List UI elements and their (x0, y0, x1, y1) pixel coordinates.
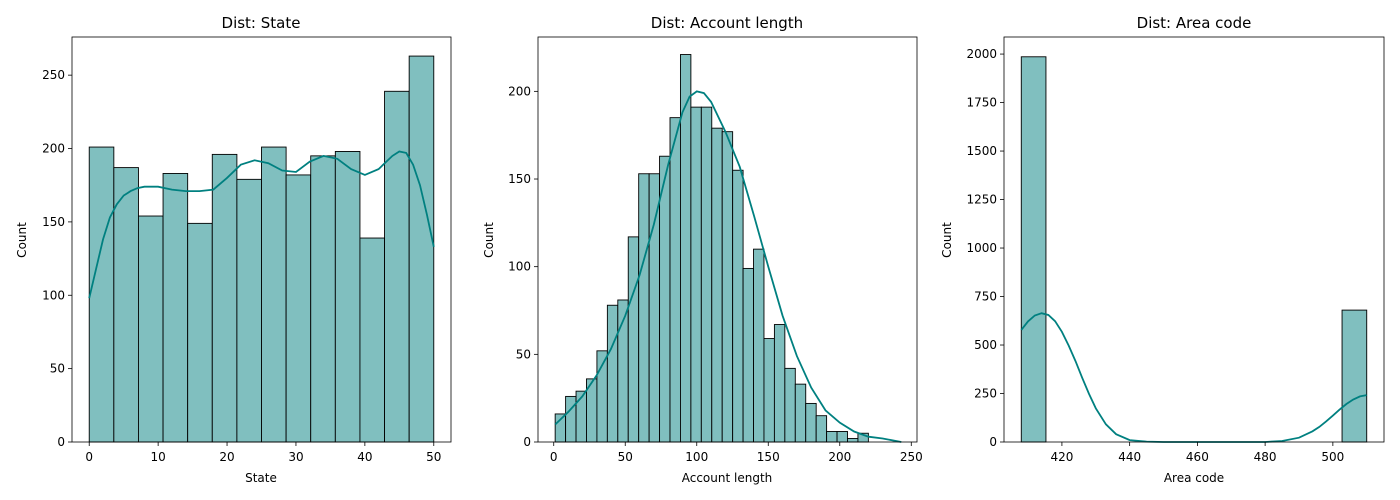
x-tick-label: 0 (550, 450, 558, 464)
kde-curve (554, 90, 902, 443)
histogram-bar (261, 146, 287, 443)
x-axis-label: Area code (1164, 471, 1224, 485)
histogram-bar (648, 173, 661, 443)
plot-area: 0 10 20 30 40 50 0 50 100 150 200 250 (42, 36, 452, 464)
x-axis-label: State (245, 471, 277, 485)
y-tick-label: 2000 (966, 47, 997, 61)
axes-frame (71, 36, 452, 443)
subplot-account-length: Dist: Account length Account length Coun… (482, 14, 923, 485)
histogram-bar (88, 146, 115, 443)
axes-frame (537, 36, 918, 443)
histogram-bar (753, 248, 765, 443)
y-tick-label: 50 (50, 362, 65, 376)
y-tick-label: 1000 (966, 241, 997, 255)
histogram-bar (721, 131, 734, 443)
y-tick-label: 500 (974, 338, 997, 352)
y-tick-label: 150 (508, 172, 531, 186)
subplot-state: Dist: State State Count 0 10 20 30 40 50 0 50 10… (15, 14, 452, 485)
histogram-bar (690, 106, 702, 443)
y-tick-label: 0 (523, 435, 531, 449)
histogram-bar (211, 153, 238, 443)
histogram-bar (1020, 56, 1047, 443)
histogram-bar (334, 151, 361, 443)
y-tick-label: 200 (508, 84, 531, 98)
histogram-bar (794, 383, 807, 443)
x-tick-label: 480 (1254, 450, 1277, 464)
histogram-bar (359, 237, 386, 443)
plot-area: 0 50 100 150 200 250 0 50 100 150 200 (508, 36, 923, 464)
histogram-bar (700, 106, 713, 443)
x-tick-label: 500 (1321, 450, 1344, 464)
axes-frame (1003, 36, 1385, 443)
histogram-bar (711, 127, 723, 443)
histogram-bar (310, 155, 336, 443)
histogram-bar (113, 167, 139, 443)
x-tick-label: 20 (219, 450, 234, 464)
y-tick-label: 750 (974, 290, 997, 304)
histogram-bar (815, 415, 828, 443)
histogram-bar (805, 402, 817, 443)
x-tick-label: 0 (85, 450, 93, 464)
chart-title: Dist: Account length (651, 14, 803, 32)
histogram-bar (1341, 309, 1368, 443)
x-tick-label: 50 (426, 450, 441, 464)
y-tick-label: 50 (516, 347, 531, 361)
y-tick-label: 1750 (966, 96, 997, 110)
histogram-bar (742, 267, 754, 443)
kde-curve (1020, 312, 1367, 443)
y-tick-label: 1250 (966, 193, 997, 207)
histogram-bar (732, 169, 744, 443)
histogram-bar (162, 173, 189, 443)
histogram-bar (826, 431, 838, 443)
histogram-bar (784, 367, 796, 443)
subplot-area-code: Dist: Area code Area code Count 420 440 46… (940, 14, 1385, 485)
x-tick-label: 250 (900, 450, 923, 464)
histogram-bar (847, 438, 859, 443)
x-tick-label: 100 (685, 450, 708, 464)
chart-title: Dist: State (222, 14, 301, 32)
histogram-bar (669, 117, 681, 443)
histogram-bar (763, 338, 775, 443)
histogram-bar (606, 304, 619, 443)
kde-curve (88, 150, 435, 299)
x-tick-label: 40 (357, 450, 372, 464)
y-tick-label: 150 (42, 215, 65, 229)
histogram-bar (659, 155, 671, 443)
histogram-bar (627, 236, 640, 443)
histogram-bar (836, 431, 848, 443)
x-tick-label: 10 (150, 450, 165, 464)
histogram-bar (137, 215, 164, 443)
y-axis-label: Count (482, 222, 496, 258)
plot-area: 420 440 460 480 500 0 250 500 750 1000 1250 1500 175… (966, 36, 1385, 464)
y-tick-label: 100 (508, 260, 531, 274)
histogram-bar (554, 413, 567, 443)
histogram-bar (565, 395, 577, 443)
y-axis-label: Count (940, 222, 954, 258)
y-tick-label: 0 (57, 435, 65, 449)
histogram-bar (384, 90, 410, 443)
x-tick-label: 200 (828, 450, 851, 464)
histogram-bar (236, 178, 262, 443)
chart-title: Dist: Area code (1137, 14, 1252, 32)
y-tick-label: 200 (42, 142, 65, 156)
x-tick-label: 420 (1050, 450, 1073, 464)
histogram-bar (408, 55, 435, 443)
x-tick-label: 150 (757, 450, 780, 464)
x-tick-label: 440 (1118, 450, 1141, 464)
y-tick-label: 100 (42, 288, 65, 302)
y-tick-label: 250 (974, 387, 997, 401)
y-tick-label: 250 (42, 68, 65, 82)
x-tick-label: 30 (288, 450, 303, 464)
histogram-bar (285, 174, 312, 443)
y-tick-label: 1500 (966, 144, 997, 158)
x-axis-label: Account length (682, 471, 773, 485)
histogram-bar (187, 222, 213, 443)
histogram-bar (638, 173, 650, 443)
x-tick-label: 460 (1186, 450, 1209, 464)
y-axis-label: Count (15, 222, 29, 258)
histogram-bar (773, 324, 786, 443)
y-tick-label: 0 (989, 435, 997, 449)
x-tick-label: 50 (618, 450, 633, 464)
